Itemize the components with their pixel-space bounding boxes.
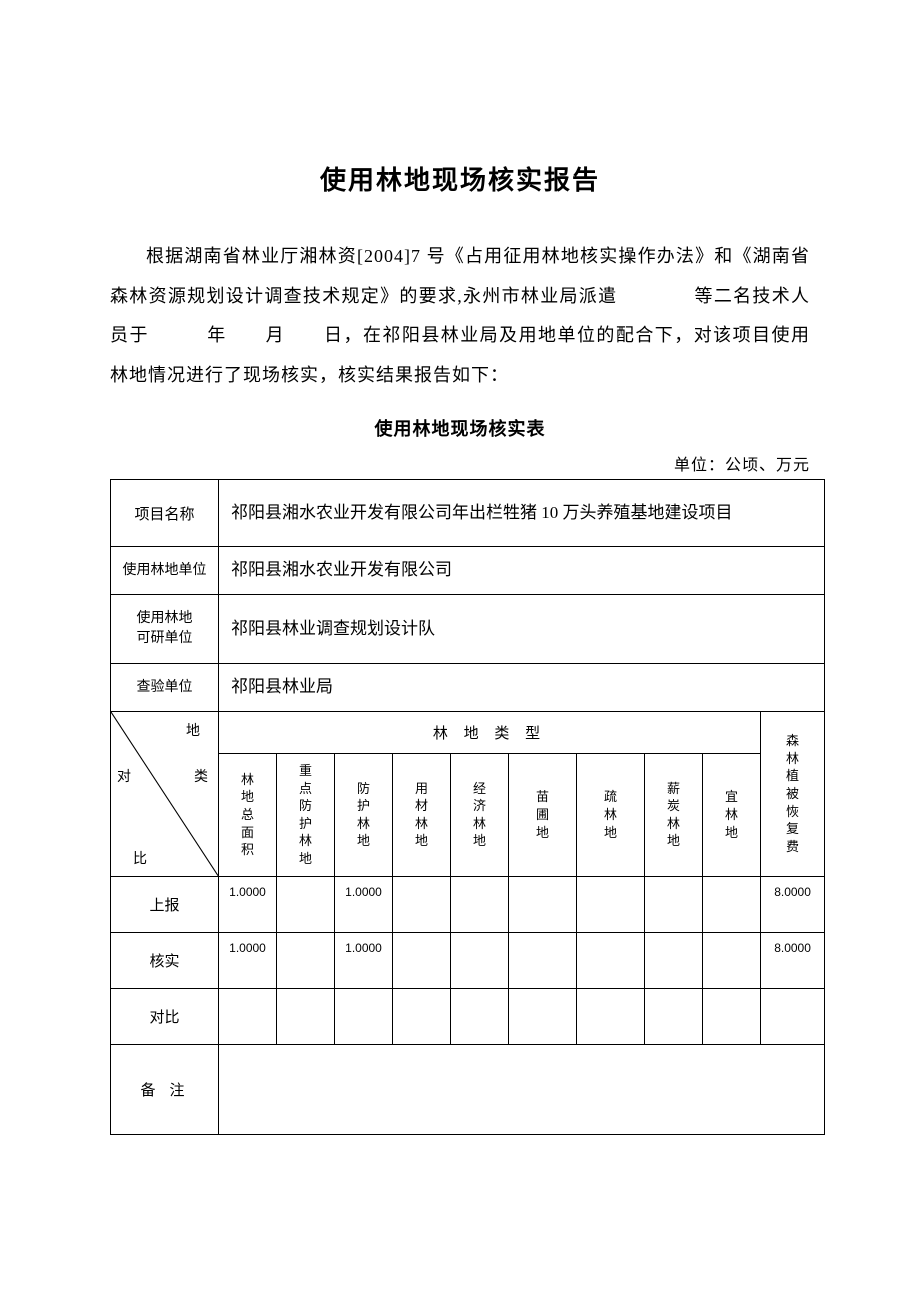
verified-c5: [451, 932, 509, 988]
compare-c1: [219, 988, 277, 1044]
reported-c5: [451, 876, 509, 932]
table-row: 核实 1.0000 1.0000 8.0000: [111, 932, 825, 988]
table-row: 查验单位 祁阳县林业局: [111, 663, 825, 712]
research-unit-label: 使用林地 可研单位: [111, 595, 219, 663]
unit-label: 单位：公顷、万元: [110, 451, 810, 475]
col-suitable: 宜林地: [703, 754, 761, 877]
table-row: 地 对 类 比 林 地 类 型 森林植被恢复费: [111, 712, 825, 754]
reported-c2: [277, 876, 335, 932]
diag-bottom-label: 比: [133, 848, 147, 868]
compare-c3: [335, 988, 393, 1044]
compare-c10: [761, 988, 825, 1044]
table-row: 备注: [111, 1044, 825, 1134]
verified-c3: 1.0000: [335, 932, 393, 988]
reported-c9: [703, 876, 761, 932]
verified-c6: [509, 932, 577, 988]
reported-c4: [393, 876, 451, 932]
reported-c3: 1.0000: [335, 876, 393, 932]
verified-c8: [645, 932, 703, 988]
table-row: 上报 1.0000 1.0000 8.0000: [111, 876, 825, 932]
table-row: 使用林地 可研单位 祁阳县林业调查规划设计队: [111, 595, 825, 663]
col-nursery: 苗圃地: [509, 754, 577, 877]
col-fuelwood: 薪炭林地: [645, 754, 703, 877]
intro-paragraph: 根据湖南省林业厅湘林资[2004]7 号《占用征用林地核实操作办法》和《湖南省森…: [110, 237, 810, 395]
verified-c9: [703, 932, 761, 988]
verified-c10: 8.0000: [761, 932, 825, 988]
diag-top-label: 地: [186, 720, 200, 740]
use-unit-label: 使用林地单位: [111, 546, 219, 595]
table-row: 项目名称 祁阳县湘水农业开发有限公司年出栏牲猪 10 万头养殖基地建设项目: [111, 480, 825, 546]
reported-c8: [645, 876, 703, 932]
reported-c1: 1.0000: [219, 876, 277, 932]
verified-c1: 1.0000: [219, 932, 277, 988]
col-key-protection: 重点防护林地: [277, 754, 335, 877]
row-remark-label: 备注: [111, 1044, 219, 1134]
compare-c9: [703, 988, 761, 1044]
use-unit-value: 祁阳县湘水农业开发有限公司: [219, 546, 825, 595]
diagonal-header: 地 对 类 比: [111, 712, 219, 877]
verified-c2: [277, 932, 335, 988]
project-label: 项目名称: [111, 480, 219, 546]
inspect-unit-value: 祁阳县林业局: [219, 663, 825, 712]
compare-c7: [577, 988, 645, 1044]
row-verified-label: 核实: [111, 932, 219, 988]
diag-mid-right-label: 类: [194, 766, 208, 786]
table-subtitle: 使用林地现场核实表: [110, 415, 810, 441]
col-total-area: 林地总面积: [219, 754, 277, 877]
compare-c4: [393, 988, 451, 1044]
remark-value: [219, 1044, 825, 1134]
inspect-unit-label: 查验单位: [111, 663, 219, 712]
compare-c8: [645, 988, 703, 1044]
reported-c6: [509, 876, 577, 932]
diagonal-line-icon: [111, 712, 218, 876]
col-recovery-fee: 森林植被恢复费: [761, 712, 825, 877]
reported-c10: 8.0000: [761, 876, 825, 932]
compare-c6: [509, 988, 577, 1044]
col-economic: 经济林地: [451, 754, 509, 877]
row-reported-label: 上报: [111, 876, 219, 932]
project-value: 祁阳县湘水农业开发有限公司年出栏牲猪 10 万头养殖基地建设项目: [219, 480, 825, 546]
page-title: 使用林地现场核实报告: [110, 160, 810, 197]
verified-c7: [577, 932, 645, 988]
compare-c2: [277, 988, 335, 1044]
col-sparse: 疏林地: [577, 754, 645, 877]
reported-c7: [577, 876, 645, 932]
table-row: 对比: [111, 988, 825, 1044]
compare-c5: [451, 988, 509, 1044]
table-row: 使用林地单位 祁阳县湘水农业开发有限公司: [111, 546, 825, 595]
verification-table: 项目名称 祁阳县湘水农业开发有限公司年出栏牲猪 10 万头养殖基地建设项目 使用…: [110, 479, 825, 1134]
row-compare-label: 对比: [111, 988, 219, 1044]
diag-mid-left-label: 对: [117, 766, 131, 786]
research-unit-value: 祁阳县林业调查规划设计队: [219, 595, 825, 663]
col-timber: 用材林地: [393, 754, 451, 877]
verified-c4: [393, 932, 451, 988]
type-header: 林 地 类 型: [219, 712, 761, 754]
col-protection: 防护林地: [335, 754, 393, 877]
